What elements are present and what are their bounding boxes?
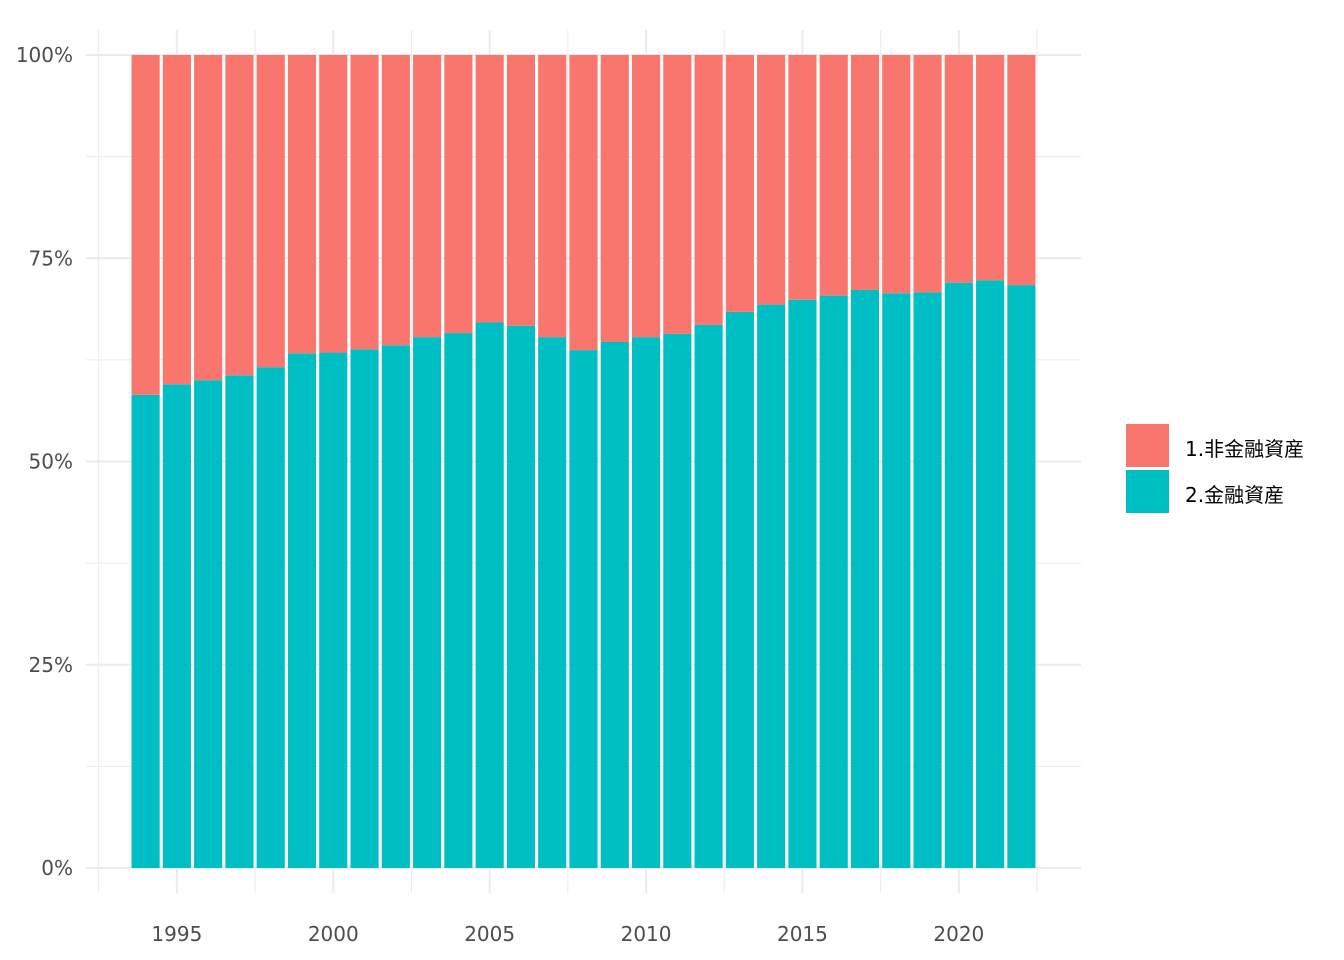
bar-financial-1999 (287, 353, 317, 869)
bar-financial-2018 (882, 293, 911, 869)
y-tick-label: 50% (29, 450, 73, 474)
bar-financial-2003 (413, 337, 442, 869)
bar-non-financial-2018 (882, 55, 911, 294)
bar-financial-2012 (694, 324, 723, 868)
bar-financial-2001 (350, 349, 379, 868)
bar-non-financial-2003 (413, 55, 442, 338)
bar-non-financial-2013 (725, 55, 754, 312)
legend-label-non-financial: 1.非金融資産 (1185, 437, 1304, 461)
bar-financial-2004 (444, 333, 473, 868)
legend: 1.非金融資産 2.金融資産 (1126, 424, 1304, 513)
x-tick-label: 2020 (933, 922, 984, 946)
bar-non-financial-2015 (788, 55, 817, 300)
bar-non-financial-2022 (1007, 55, 1036, 286)
bar-financial-2022 (1007, 285, 1036, 869)
bar-financial-2007 (538, 337, 567, 869)
bar-non-financial-2007 (538, 55, 567, 338)
bar-non-financial-1995 (162, 55, 191, 385)
bar-financial-2000 (319, 352, 348, 869)
x-tick-label: 1995 (151, 922, 202, 946)
bar-non-financial-2002 (381, 55, 410, 346)
x-tick-label: 2005 (464, 922, 515, 946)
y-tick-label: 75% (29, 246, 73, 270)
bar-non-financial-2020 (944, 55, 973, 283)
bar-non-financial-2021 (976, 55, 1005, 281)
legend-swatch-non-financial (1126, 424, 1169, 467)
bar-non-financial-2008 (569, 55, 598, 351)
bar-non-financial-2014 (757, 55, 786, 305)
bar-financial-2002 (381, 345, 410, 869)
y-tick-label: 0% (41, 856, 73, 880)
bar-financial-2020 (944, 282, 973, 868)
bar-non-financial-2012 (694, 55, 723, 325)
bar-financial-2006 (506, 325, 536, 868)
bar-financial-2014 (757, 304, 786, 868)
bar-financial-2011 (663, 333, 692, 868)
bar-financial-2015 (788, 299, 817, 868)
bar-financial-2021 (976, 280, 1005, 868)
bar-non-financial-2016 (819, 55, 848, 296)
bar-financial-2016 (819, 295, 848, 868)
bar-non-financial-2010 (631, 55, 661, 338)
legend-swatch-financial (1126, 470, 1169, 513)
bar-financial-2005 (475, 322, 504, 868)
bar-non-financial-1996 (194, 55, 223, 381)
bar-financial-2010 (631, 337, 661, 869)
bar-non-financial-1994 (131, 55, 160, 395)
y-tick-label: 100% (16, 43, 73, 67)
bar-non-financial-2006 (506, 55, 536, 326)
legend-label-financial: 2.金融資産 (1185, 483, 1284, 507)
bars (131, 55, 1036, 869)
bar-non-financial-2001 (350, 55, 379, 350)
bar-financial-2008 (569, 350, 598, 868)
bar-financial-2009 (600, 341, 629, 868)
x-tick-label: 2015 (777, 922, 828, 946)
bar-financial-1994 (131, 394, 160, 868)
bar-non-financial-2011 (663, 55, 692, 334)
bar-non-financial-1998 (256, 55, 285, 368)
bar-financial-2013 (725, 311, 754, 869)
bar-non-financial-2019 (913, 55, 942, 293)
bar-non-financial-2009 (600, 55, 629, 342)
bar-non-financial-2005 (475, 55, 504, 323)
bar-financial-1996 (194, 380, 223, 868)
bar-non-financial-1999 (287, 55, 317, 354)
y-tick-label: 25% (29, 653, 73, 677)
bar-financial-1998 (256, 367, 285, 868)
x-tick-label: 2000 (308, 922, 359, 946)
bar-non-financial-2004 (444, 55, 473, 334)
bar-financial-2017 (850, 289, 880, 868)
bar-non-financial-2000 (319, 55, 348, 353)
bar-financial-1995 (162, 384, 191, 868)
bar-financial-1997 (225, 375, 254, 868)
bar-financial-2019 (913, 292, 942, 868)
bar-non-financial-2017 (850, 55, 880, 290)
axis-labels: 0% 25% 50% 75% 100% 1995 2000 2005 2010 2015 2020 (16, 43, 984, 946)
x-tick-label: 2010 (621, 922, 672, 946)
bar-non-financial-1997 (225, 55, 254, 376)
